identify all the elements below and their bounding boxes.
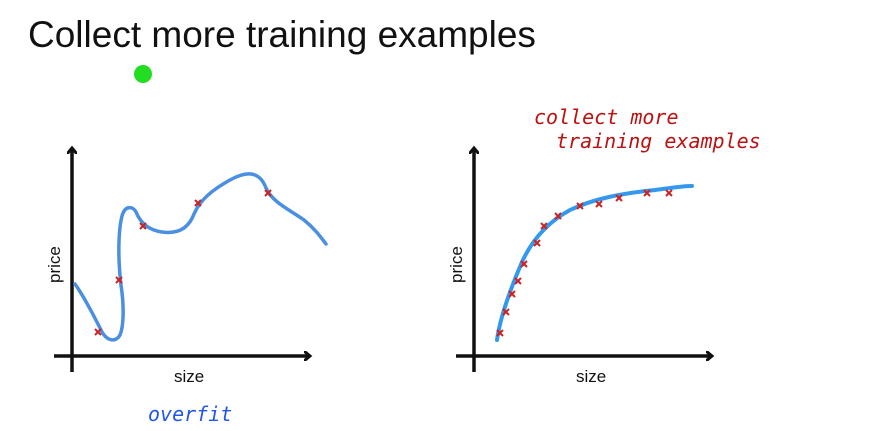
data-marker [496, 329, 504, 337]
left-data-markers [94, 189, 272, 336]
right-data-markers [496, 189, 673, 337]
data-marker [576, 202, 584, 210]
data-marker [502, 308, 510, 316]
right-y-label: price [447, 246, 466, 283]
data-marker [533, 239, 541, 247]
data-marker [615, 194, 623, 202]
data-marker [139, 222, 147, 230]
left-annotation-overfit: overfit [148, 402, 232, 426]
data-marker [94, 328, 102, 336]
data-marker [554, 212, 562, 220]
data-marker [514, 277, 522, 285]
left-overfit-curve [73, 172, 328, 342]
left-plot: size price overfit [45, 148, 328, 426]
data-marker [520, 260, 528, 268]
data-marker [264, 189, 272, 197]
pointer-dot [134, 65, 152, 83]
data-marker [508, 290, 516, 298]
data-marker [595, 200, 603, 208]
right-x-label: size [576, 367, 606, 386]
right-annotation-line2: training examples [556, 129, 761, 153]
data-marker [194, 199, 202, 207]
right-annotation-line1: collect more [534, 105, 679, 129]
data-marker [643, 189, 651, 197]
slide-title: Collect more training examples [28, 14, 536, 55]
data-marker [540, 222, 548, 230]
left-x-label: size [174, 367, 204, 386]
data-marker [115, 276, 123, 284]
left-y-label: price [45, 246, 64, 283]
data-marker [665, 189, 673, 197]
right-plot: size price collect more training example… [447, 105, 761, 386]
